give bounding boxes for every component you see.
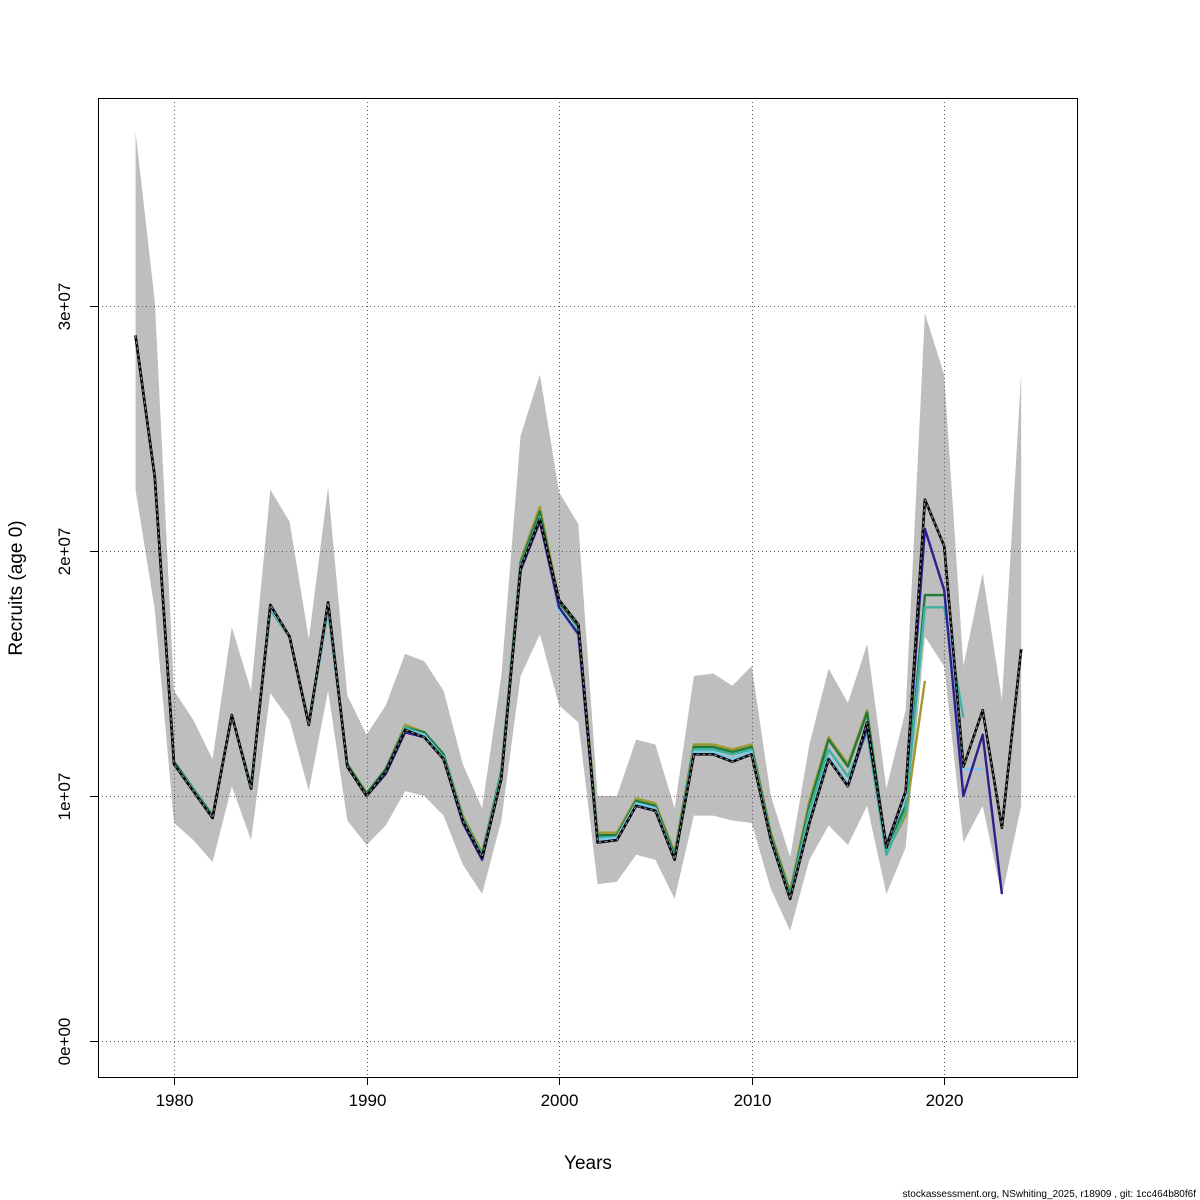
y-axis-label: Recruits (age 0) [6, 520, 27, 655]
x-axis-label: Years [564, 1153, 612, 1174]
footer-credit: stockassessment.org, NSwhiting_2025, r18… [902, 1189, 1196, 1200]
y-tick-label: 0e+00 [55, 1018, 74, 1066]
x-tick-label: 2010 [734, 1091, 772, 1110]
axis-layer: 1980 1990 2000 2010 2020 0e+00 1e+07 2e+07 3e+07 [55, 283, 963, 1110]
confidence-band [135, 132, 1022, 931]
x-tick-label: 2000 [541, 1091, 579, 1110]
y-tick-label: 2e+07 [55, 528, 74, 576]
x-tick-label: 2020 [926, 1091, 964, 1110]
series-layer [134, 335, 1023, 902]
series-dash-base [134, 335, 1022, 902]
y-tick-label: 3e+07 [55, 283, 74, 331]
confidence-band-layer [135, 132, 1022, 931]
y-tick-label: 1e+07 [55, 773, 74, 821]
plot-frame [98, 98, 1078, 1078]
x-tick-label: 1990 [349, 1091, 387, 1110]
x-tick-label: 1980 [156, 1091, 194, 1110]
